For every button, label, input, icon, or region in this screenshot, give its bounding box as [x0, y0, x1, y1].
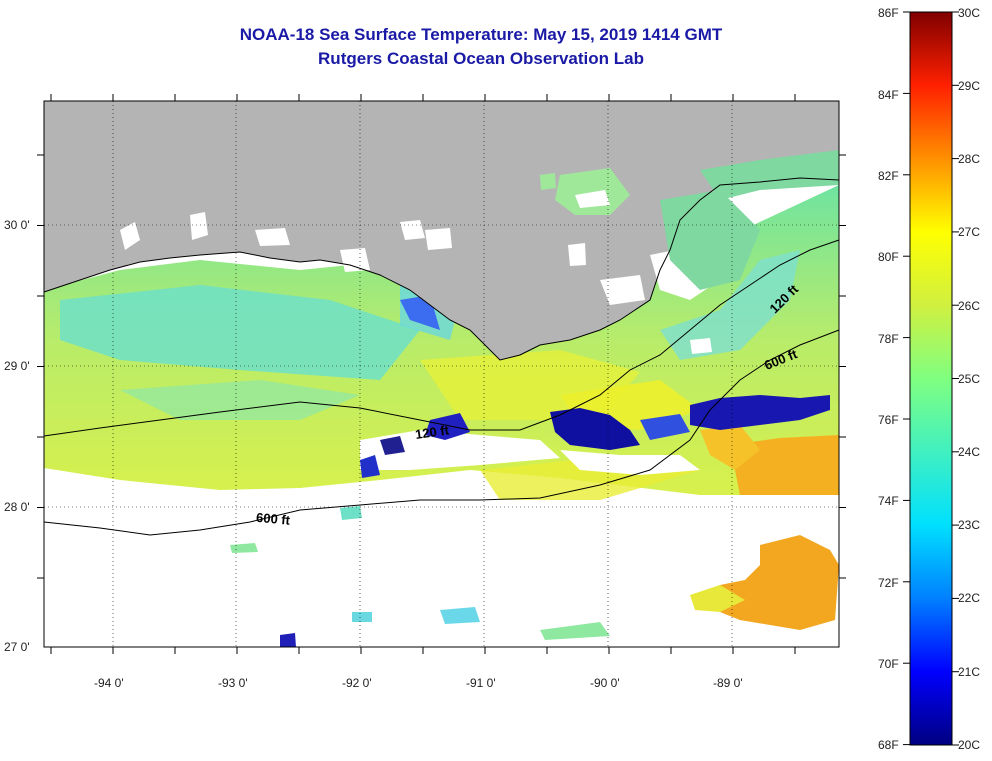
- colorbar-f-label: 70F: [878, 657, 899, 671]
- colorbar-c-label: 20C: [958, 738, 981, 752]
- map-frame: [43, 100, 840, 648]
- isobath-120ft: [43, 177, 840, 361]
- lat-label: 29 0': [4, 359, 30, 373]
- lon-label: -94 0': [94, 676, 124, 690]
- isobath-600ft: [43, 329, 840, 536]
- lat-label: 30 0': [4, 218, 30, 232]
- colorbar-c-label: 25C: [958, 372, 981, 386]
- colorbar-f-label: 78F: [878, 332, 899, 346]
- colorbar-c-label: 26C: [958, 299, 981, 313]
- colorbar-c-label: 27C: [958, 225, 981, 239]
- map-subtitle: Rutgers Coastal Ocean Observation Lab: [318, 49, 644, 68]
- colorbar: [909, 11, 953, 746]
- colorbar-f-label: 86F: [878, 6, 899, 20]
- colorbar-c-label: 30C: [958, 6, 981, 20]
- colorbar-f-label: 84F: [878, 88, 899, 102]
- colorbar-c-label: 23C: [958, 518, 981, 532]
- colorbar-c-label: 22C: [958, 591, 981, 605]
- colorbar-f-label: 68F: [878, 738, 899, 752]
- colorbar-c-label: 21C: [958, 665, 981, 679]
- lon-label: -92 0': [342, 676, 372, 690]
- contour-label-600ft-west: 600 ft: [256, 510, 292, 528]
- lat-label: 27 0': [4, 640, 30, 654]
- map-title: NOAA-18 Sea Surface Temperature: May 15,…: [239, 25, 723, 44]
- lon-label: -90 0': [590, 676, 620, 690]
- lat-label: 28 0': [4, 500, 30, 514]
- contour-label-120ft-west: 120 ft: [414, 422, 450, 442]
- colorbar-c-label: 29C: [958, 79, 981, 93]
- colorbar-f-label: 74F: [878, 494, 899, 508]
- lon-label: -89 0': [713, 676, 743, 690]
- colorbar-c-label: 28C: [958, 152, 981, 166]
- lon-label: -93 0': [218, 676, 248, 690]
- map-field: [44, 101, 839, 647]
- colorbar-f-label: 80F: [878, 250, 899, 264]
- colorbar-c-label: 24C: [958, 445, 981, 459]
- lon-label: -91 0': [466, 676, 496, 690]
- colorbar-f-label: 76F: [878, 413, 899, 427]
- colorbar-f-label: 82F: [878, 169, 899, 183]
- cold-patch: [550, 408, 640, 450]
- colorbar-f-label: 72F: [878, 576, 899, 590]
